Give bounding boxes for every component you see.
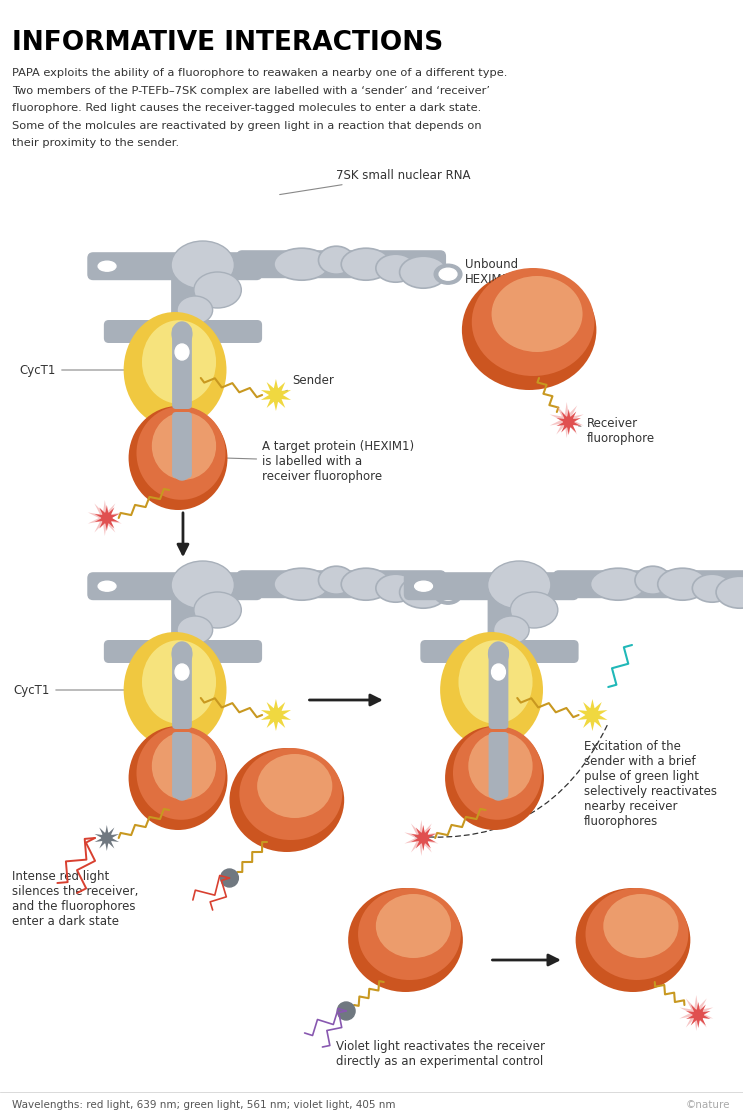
- Ellipse shape: [175, 344, 189, 360]
- Polygon shape: [261, 379, 291, 411]
- Ellipse shape: [489, 642, 508, 666]
- Ellipse shape: [716, 576, 751, 608]
- Ellipse shape: [173, 460, 191, 480]
- Ellipse shape: [445, 726, 544, 830]
- Text: Some of the molcules are reactivated by green light in a reaction that depends o: Some of the molcules are reactivated by …: [12, 120, 481, 130]
- Ellipse shape: [128, 405, 228, 510]
- Ellipse shape: [230, 747, 344, 852]
- FancyBboxPatch shape: [171, 578, 195, 808]
- FancyBboxPatch shape: [172, 732, 192, 798]
- Ellipse shape: [511, 592, 558, 628]
- Ellipse shape: [102, 514, 112, 522]
- Ellipse shape: [635, 566, 671, 594]
- FancyBboxPatch shape: [104, 320, 262, 343]
- Ellipse shape: [439, 268, 457, 281]
- FancyBboxPatch shape: [172, 326, 192, 409]
- FancyBboxPatch shape: [172, 646, 192, 729]
- Text: Intense red light
silences the receiver,
and the fluorophores
enter a dark state: Intense red light silences the receiver,…: [12, 870, 138, 928]
- Text: A target protein (HEXIM1)
is labelled with a
receiver fluorophore: A target protein (HEXIM1) is labelled wi…: [228, 440, 415, 483]
- Ellipse shape: [469, 732, 532, 800]
- Ellipse shape: [152, 412, 216, 480]
- Ellipse shape: [137, 407, 225, 500]
- Text: Sender: Sender: [279, 373, 333, 394]
- Ellipse shape: [348, 888, 463, 991]
- FancyBboxPatch shape: [489, 732, 508, 798]
- Ellipse shape: [93, 577, 121, 595]
- Ellipse shape: [194, 272, 241, 307]
- Ellipse shape: [487, 561, 551, 609]
- FancyBboxPatch shape: [171, 258, 195, 488]
- Ellipse shape: [440, 632, 543, 747]
- Ellipse shape: [418, 833, 428, 843]
- Ellipse shape: [172, 322, 192, 346]
- Ellipse shape: [586, 888, 689, 980]
- Ellipse shape: [172, 642, 192, 666]
- Polygon shape: [550, 402, 584, 438]
- Ellipse shape: [693, 1010, 703, 1020]
- Ellipse shape: [376, 895, 451, 958]
- Ellipse shape: [174, 678, 190, 698]
- Polygon shape: [88, 500, 122, 536]
- Text: CycT1: CycT1: [20, 363, 126, 377]
- Ellipse shape: [492, 276, 583, 352]
- Text: Violet light reactivates the receiver
directly as an experimental control: Violet light reactivates the receiver di…: [336, 1040, 545, 1068]
- Polygon shape: [404, 820, 439, 856]
- Ellipse shape: [98, 261, 116, 271]
- Ellipse shape: [376, 254, 415, 282]
- Ellipse shape: [124, 632, 227, 747]
- Ellipse shape: [376, 574, 415, 603]
- FancyBboxPatch shape: [404, 573, 579, 600]
- Ellipse shape: [102, 833, 112, 843]
- Ellipse shape: [341, 568, 391, 600]
- Ellipse shape: [221, 869, 238, 887]
- Ellipse shape: [337, 1001, 355, 1020]
- Ellipse shape: [472, 268, 595, 377]
- Ellipse shape: [462, 270, 596, 390]
- Polygon shape: [680, 995, 713, 1030]
- FancyBboxPatch shape: [237, 570, 446, 598]
- FancyBboxPatch shape: [421, 641, 578, 663]
- Text: 7SK small nuclear RNA: 7SK small nuclear RNA: [279, 168, 471, 195]
- FancyBboxPatch shape: [553, 570, 751, 598]
- Polygon shape: [556, 409, 581, 434]
- Text: Unbound
HEXIM1: Unbound HEXIM1: [465, 258, 518, 286]
- Ellipse shape: [142, 641, 216, 724]
- Ellipse shape: [434, 264, 462, 284]
- Ellipse shape: [358, 888, 461, 980]
- Ellipse shape: [142, 320, 216, 403]
- Ellipse shape: [318, 246, 354, 274]
- Text: CycT1: CycT1: [14, 684, 126, 696]
- Ellipse shape: [128, 726, 228, 830]
- Ellipse shape: [493, 616, 529, 644]
- Ellipse shape: [257, 754, 333, 818]
- Ellipse shape: [177, 616, 213, 644]
- Ellipse shape: [93, 257, 121, 275]
- FancyBboxPatch shape: [489, 646, 508, 729]
- Ellipse shape: [173, 780, 191, 800]
- Ellipse shape: [575, 888, 690, 991]
- Ellipse shape: [658, 568, 707, 600]
- Ellipse shape: [492, 664, 505, 680]
- Ellipse shape: [270, 389, 282, 401]
- Text: their proximity to the sender.: their proximity to the sender.: [12, 138, 179, 148]
- Text: Excitation of the
sender with a brief
pulse of green light
selectively reactivat: Excitation of the sender with a brief pu…: [584, 740, 716, 828]
- Text: fluorophore. Red light causes the receiver-tagged molecules to enter a dark stat: fluorophore. Red light causes the receiv…: [12, 102, 481, 113]
- Polygon shape: [578, 698, 608, 731]
- FancyBboxPatch shape: [172, 412, 192, 478]
- Ellipse shape: [590, 568, 646, 600]
- Ellipse shape: [152, 732, 216, 800]
- Ellipse shape: [400, 256, 447, 289]
- FancyBboxPatch shape: [237, 251, 446, 278]
- Ellipse shape: [98, 582, 116, 592]
- Text: PAPA exploits the ability of a fluorophore to reawaken a nearby one of a differe: PAPA exploits the ability of a fluoropho…: [12, 68, 507, 78]
- FancyBboxPatch shape: [104, 641, 262, 663]
- Ellipse shape: [177, 296, 213, 324]
- Ellipse shape: [124, 312, 227, 428]
- Ellipse shape: [270, 709, 282, 721]
- Polygon shape: [261, 698, 291, 731]
- Ellipse shape: [194, 592, 241, 628]
- Ellipse shape: [137, 726, 225, 820]
- Ellipse shape: [174, 358, 190, 378]
- Ellipse shape: [692, 574, 732, 603]
- Text: Receiver
fluorophore: Receiver fluorophore: [578, 417, 655, 444]
